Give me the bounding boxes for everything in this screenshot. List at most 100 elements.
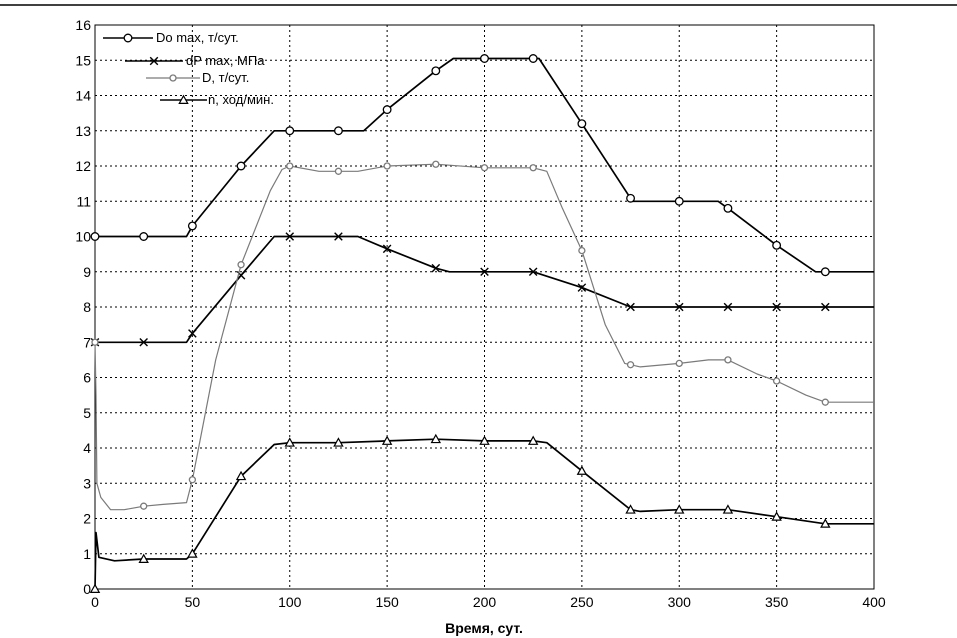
data-point-marker [674,302,684,312]
data-point-marker [284,437,295,447]
y-tick-label: 5 [83,405,91,421]
x-axis-tick-labels: 0 50 100 150 200 250 300 350 400 [91,594,886,610]
series-1 [90,54,874,277]
y-tick-label: 10 [75,229,91,245]
y-tick-label: 15 [75,52,91,68]
data-point-marker [383,162,391,170]
legend-marker [149,56,159,66]
x-tick-label: 250 [570,594,594,610]
data-point-marker [626,193,636,203]
x-tick-label: 200 [473,594,497,610]
y-tick-label: 14 [75,88,91,104]
y-tick-label: 9 [83,264,91,280]
data-point-marker [333,437,344,447]
data-point-marker [674,504,685,514]
data-point-marker [188,476,197,484]
data-point-marker [527,435,539,445]
data-point-marker [528,267,538,277]
legend-label: n, ход/мин. [208,92,274,107]
legend-label: D, т/сут. [202,70,249,85]
y-tick-label: 11 [76,193,91,209]
x-axis-title: Время, сут. [445,620,523,636]
data-point-marker [91,338,99,346]
data-point-marker [89,583,101,593]
data-point-marker [576,465,588,475]
data-point-marker [626,361,635,369]
y-tick-label: 1 [83,546,91,562]
data-point-marker [577,119,587,129]
data-point-marker [334,232,343,241]
data-point-marker [480,164,489,172]
data-point-marker [286,162,294,170]
data-point-marker [626,302,635,312]
data-point-marker [430,433,442,444]
legend-item: Do max, т/сут. [103,30,239,45]
data-point-marker [333,126,343,136]
legend-item: dP max, МПа [125,53,265,68]
data-point-marker [675,359,683,368]
data-point-marker [382,244,392,254]
data-point-marker [722,504,734,514]
data-point-marker [382,105,392,115]
data-point-marker [285,126,295,136]
y-tick-label: 7 [83,334,91,350]
data-point-marker [139,232,149,241]
data-point-marker [236,161,246,171]
y-tick-label: 2 [83,511,91,527]
data-point-marker [820,267,830,277]
y-tick-label: 13 [75,123,91,139]
legend-marker [169,74,177,82]
data-point-marker [431,263,441,273]
data-point-marker [625,504,636,514]
data-point-marker [724,356,732,364]
legend-label: dP max, МПа [186,53,265,68]
x-tick-label: 100 [278,594,302,610]
x-tick-label: 300 [668,594,692,610]
data-point-marker [90,232,100,241]
data-point-marker [140,502,148,510]
data-point-marker [820,518,831,528]
y-tick-label: 4 [83,440,91,456]
data-point-marker [237,261,245,269]
x-tick-label: 50 [185,594,201,610]
data-point-marker [235,470,247,481]
legend-item: n, ход/мин. [160,92,274,107]
legend-marker [178,94,189,104]
data-point-marker [381,435,393,445]
x-tick-label: 150 [375,594,399,610]
data-point-marker [772,377,781,385]
y-tick-label: 12 [75,158,91,174]
data-point-marker [578,246,586,255]
data-point-marker [187,221,197,231]
data-point-marker [529,164,537,172]
data-point-marker [334,167,343,175]
data-point-marker [772,302,781,312]
legend-label: Do max, т/сут. [156,30,239,45]
y-tick-label: 3 [83,475,91,491]
legend-item: D, т/сут. [146,70,249,85]
series-line [95,57,874,273]
data-point-marker [431,66,441,76]
data-point-marker [139,337,148,347]
y-tick-label: 16 [75,17,91,33]
data-point-marker [432,160,440,168]
data-point-marker [723,203,733,213]
data-point-marker [528,54,538,63]
data-point-marker [138,553,149,563]
data-point-marker [285,232,295,241]
data-point-marker [772,240,782,250]
legend: Do max, т/сут. dP max, МПа D, т/сут. n, ход… [103,30,274,107]
grid [95,25,874,589]
legend-marker [123,33,133,43]
data-point-marker [821,398,829,406]
x-tick-label: 0 [91,594,99,610]
series-2 [90,232,874,347]
y-tick-label: 8 [83,299,91,315]
data-point-marker [771,511,782,521]
y-tick-label: 6 [83,370,91,386]
series-layer [89,54,874,593]
data-point-marker [821,302,830,312]
data-point-marker [723,302,733,312]
